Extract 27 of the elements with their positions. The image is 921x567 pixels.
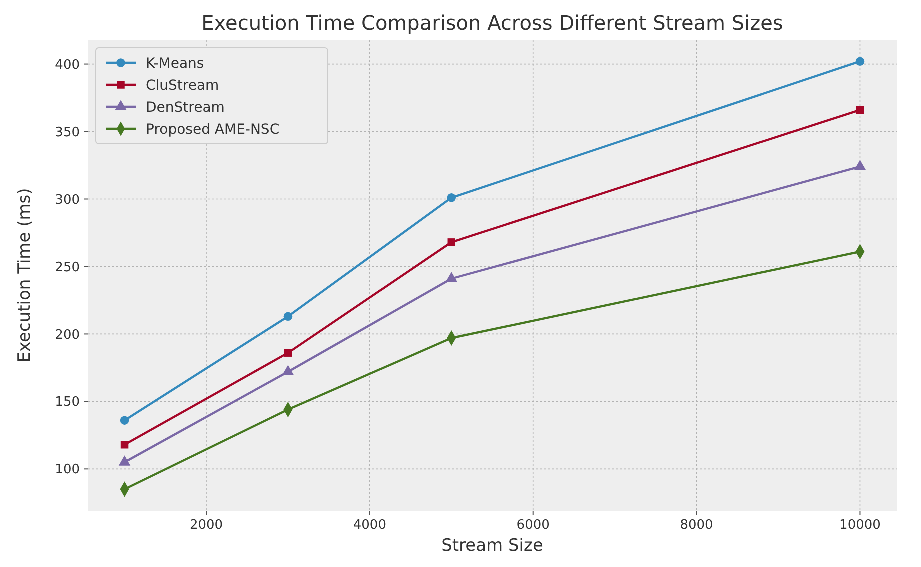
y-axis-title: Execution Time (ms)	[15, 188, 35, 363]
y-tick-label: 100	[55, 462, 80, 478]
y-tick-label: 200	[55, 328, 80, 343]
point	[856, 106, 864, 114]
y-tick-label: 250	[55, 260, 80, 276]
x-axis-title: Stream Size	[442, 536, 544, 556]
y-tick-label: 300	[55, 192, 80, 208]
chart-title: Execution Time Comparison Across Different Stream Sizes	[202, 11, 784, 35]
y-tick-label: 150	[55, 395, 80, 410]
point	[120, 441, 129, 449]
point	[448, 238, 456, 246]
x-tick-label: 6000	[516, 518, 550, 533]
legend-label: CluStream	[146, 78, 220, 94]
legend-label: DenStream	[146, 100, 225, 116]
point	[284, 312, 293, 322]
y-tick-label: 350	[55, 125, 80, 140]
x-tick-label: 8000	[680, 518, 714, 533]
legend-label: K-Means	[146, 56, 204, 72]
point	[284, 349, 292, 357]
point	[447, 194, 456, 202]
point	[120, 416, 130, 425]
y-tick-label: 400	[55, 58, 80, 73]
point	[856, 57, 865, 66]
x-tick-label: 2000	[190, 518, 224, 533]
x-tick-label: 10000	[840, 518, 881, 533]
legend-label: Proposed AME-NSC	[146, 122, 280, 138]
x-tick-label: 4000	[353, 518, 386, 533]
